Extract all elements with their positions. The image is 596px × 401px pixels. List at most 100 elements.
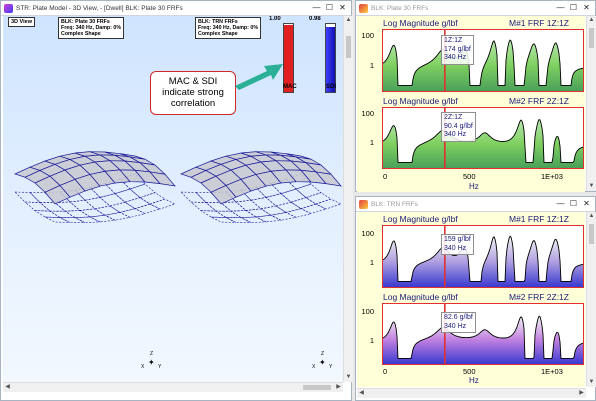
ytick: 100: [361, 109, 374, 118]
readout-line: 159 g/lbf: [444, 236, 471, 243]
scroll-down-icon[interactable]: ▼: [588, 183, 595, 189]
frf-plot-1[interactable]: 1Z:1Z 174 g/lbf 340 Hz: [382, 29, 584, 92]
scroll-thumb[interactable]: [346, 36, 351, 58]
close-icon[interactable]: ✕: [583, 199, 590, 208]
main-horizontal-scrollbar[interactable]: ◀ ▶: [3, 382, 343, 392]
ytick: 100: [361, 31, 374, 40]
scroll-thumb[interactable]: [589, 28, 594, 48]
scroll-up-icon[interactable]: ▲: [345, 17, 352, 23]
mesh-cell: [315, 198, 342, 210]
ytick: 100: [361, 307, 374, 316]
mesh-cell: [305, 192, 332, 205]
mesh-cell: [230, 210, 257, 218]
callout-line: correlation: [170, 98, 216, 109]
scroll-up-icon[interactable]: ▲: [588, 17, 595, 23]
mesh-cell: [205, 202, 232, 212]
main-vertical-scrollbar[interactable]: ▲ ▼: [343, 16, 353, 382]
maximize-icon[interactable]: ☐: [569, 3, 578, 12]
lower-frf-horizontal-scrollbar[interactable]: ◀ ▶: [357, 388, 586, 398]
mesh-cell: [84, 197, 111, 210]
xtick: 0: [383, 367, 388, 376]
plot-id: M#1 FRF 1Z:1Z: [509, 214, 569, 224]
lower-frf-titlebar[interactable]: BLK: TRN FRFs — ☐ ✕: [356, 197, 595, 212]
mesh-cell: [48, 210, 77, 218]
trn-frf-plot-2[interactable]: 82.6 g/lbf 340 Hz: [382, 303, 584, 365]
minimize-icon[interactable]: —: [556, 3, 565, 12]
lower-frf-vertical-scrollbar[interactable]: ▲ ▼: [586, 212, 596, 387]
plot-id: M#2 FRF 2Z:1Z: [509, 96, 569, 106]
frf-plot-2[interactable]: 2Z:1Z 90.4 g/lbf 340 Hz: [382, 107, 584, 169]
ytick: 1: [369, 61, 374, 70]
xtick: 0: [383, 172, 388, 181]
minimize-icon[interactable]: —: [312, 3, 321, 12]
minimize-icon[interactable]: —: [556, 199, 565, 208]
mesh-cell: [114, 188, 141, 203]
frf-area-series: [383, 40, 583, 91]
ytick: 1: [369, 138, 374, 147]
axes-origin-icon: ✦: [148, 358, 155, 367]
x-axis-label: Hz: [469, 182, 479, 191]
scroll-down-icon[interactable]: ▼: [588, 379, 595, 385]
upper-frf-title: BLK: Plate 30 FRFs: [371, 4, 429, 12]
left-plate-mesh: [14, 151, 176, 223]
readout-line: 340 Hz: [444, 54, 467, 61]
mesh-cell: [149, 171, 176, 187]
upper-frf-pane[interactable]: Log Magnitude g/lbf M#1 FRF 1Z:1Z 100 1 …: [357, 16, 585, 192]
readout-line: 90.4 g/lbf: [444, 122, 473, 130]
ytick: 1: [369, 258, 374, 267]
callout-line: MAC & SDI: [168, 76, 218, 87]
main-window-title: STR: Plate Model - 3D View, - [Dwell] BL…: [16, 4, 183, 12]
frf-app-icon: [359, 199, 368, 209]
left-label-line: BLK: Plate 30 FRFs: [61, 19, 110, 25]
mesh-cell: [254, 214, 283, 223]
maximize-icon[interactable]: ☐: [569, 199, 578, 208]
mesh-cell: [129, 183, 156, 198]
scroll-down-icon[interactable]: ▼: [345, 374, 352, 380]
plate-model-window: STR: Plate Model - 3D View, - [Dwell] BL…: [0, 0, 353, 401]
callout-arrow-icon: [235, 64, 283, 90]
xtick: 500: [463, 367, 476, 376]
mesh-cell: [149, 198, 176, 210]
sdi-bar-fill: [326, 26, 335, 92]
scroll-left-icon[interactable]: ◀: [359, 390, 364, 396]
trn-frf-plot-1[interactable]: 159 g/lbf 340 Hz: [382, 225, 584, 288]
maximize-icon[interactable]: ☐: [325, 3, 334, 12]
upper-frf-titlebar[interactable]: BLK: Plate 30 FRFs — ☐ ✕: [356, 1, 595, 16]
3d-view-area[interactable]: 3D View BLK: Plate 30 FRFs Freq: 340 Hz,…: [3, 16, 343, 382]
scroll-right-icon[interactable]: ▶: [579, 390, 584, 396]
plot-title: Log Magnitude g/lbf: [383, 214, 458, 224]
mesh-cell: [73, 216, 102, 223]
scroll-thumb[interactable]: [589, 224, 594, 244]
scroll-left-icon[interactable]: ◀: [5, 384, 10, 390]
mesh-cell: [109, 201, 136, 213]
xtick: 1E+03: [541, 172, 563, 181]
main-window-titlebar[interactable]: STR: Plate Model - 3D View, - [Dwell] BL…: [1, 1, 351, 16]
mesh-cell: [275, 201, 302, 213]
trn-frf-plot-2-graph: [383, 304, 583, 364]
plate-frfs-window: BLK: Plate 30 FRFs — ☐ ✕ Log Magnitude g…: [355, 0, 596, 192]
readout-line: 82.6 g/lbf: [444, 314, 473, 321]
app-icon: [4, 3, 13, 13]
sdi-label: SDI: [326, 84, 337, 90]
mesh-cell: [295, 183, 322, 198]
scroll-up-icon[interactable]: ▲: [588, 213, 595, 219]
close-icon[interactable]: ✕: [583, 3, 590, 12]
upper-frf-vertical-scrollbar[interactable]: ▲ ▼: [586, 16, 596, 191]
scroll-right-icon[interactable]: ▶: [336, 384, 341, 390]
lower-frf-pane[interactable]: Log Magnitude g/lbf M#1 FRF 1Z:1Z 100 1 …: [357, 212, 585, 387]
right-plate-mesh: [180, 151, 342, 223]
frf-plot-2-graph: [383, 108, 583, 168]
view-mode-button[interactable]: 3D View: [8, 17, 35, 27]
frf-area-series: [383, 236, 583, 287]
frf-line-series: [383, 315, 583, 359]
mesh-cell: [88, 214, 117, 223]
scroll-thumb[interactable]: [303, 385, 331, 390]
close-icon[interactable]: ✕: [339, 3, 346, 12]
mesh-cell: [300, 203, 327, 214]
readout-line: 340 Hz: [444, 131, 467, 138]
frf-line-series: [383, 39, 583, 86]
xtick: 500: [463, 172, 476, 181]
mesh-cell: [245, 208, 272, 218]
readout-line: 340 Hz: [444, 244, 467, 252]
right-axes-triad: Z X Y ✦: [312, 351, 332, 371]
